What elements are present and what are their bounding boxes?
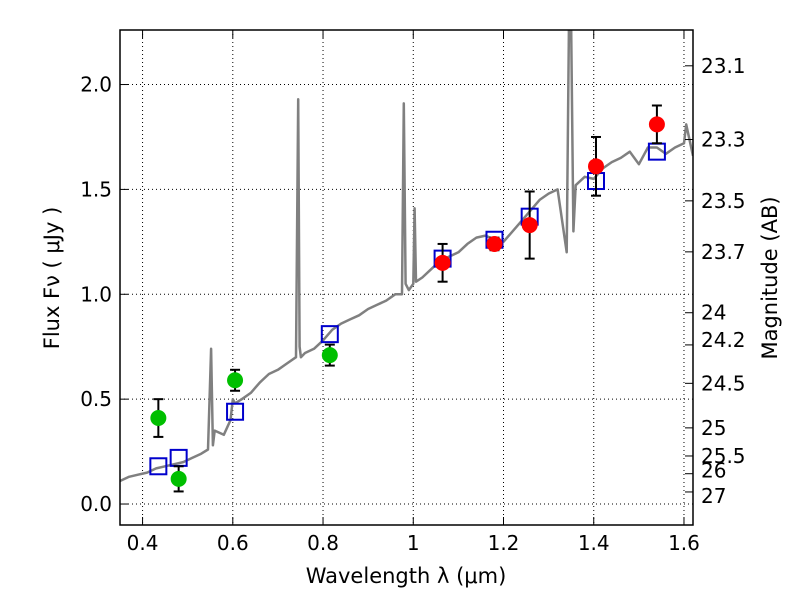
green-detection-point — [150, 410, 167, 427]
x-tick-label: 0.4 — [127, 531, 159, 555]
red-detection-point — [648, 116, 665, 133]
green-detection-point — [321, 347, 338, 364]
y-tick-label: 1.0 — [80, 282, 112, 306]
x-tick-label: 0.8 — [307, 531, 339, 555]
plot-layer — [120, 30, 693, 493]
spectrum-line — [120, 30, 693, 483]
y-tick-label: 0.5 — [80, 387, 112, 411]
magnitude-tick-label: 23.7 — [701, 240, 746, 264]
red-detection-point — [486, 235, 503, 252]
red-detection-point — [521, 217, 538, 234]
plot-frame — [119, 29, 694, 526]
magnitude-tick-label: 25.5 — [701, 444, 746, 468]
x-tick-label: 1.2 — [488, 531, 520, 555]
magnitude-tick-label: 23.1 — [701, 54, 746, 78]
magnitude-tick-label: 23.5 — [701, 189, 746, 213]
grid-layer — [120, 30, 693, 525]
red-detection-point — [587, 158, 604, 175]
y-tick-label: 0.0 — [80, 492, 112, 516]
model-photometry-square — [226, 402, 245, 421]
green-detection-point — [227, 372, 244, 389]
magnitude-tick-label: 23.3 — [701, 128, 746, 152]
y-tick-label: 1.5 — [80, 177, 112, 201]
model-photometry-square — [320, 325, 339, 344]
x-tick-label: 1.4 — [578, 531, 610, 555]
magnitude-tick-label: 26 — [701, 459, 726, 483]
green-detection-point — [170, 470, 187, 487]
magnitude-tick-label: 27 — [701, 484, 726, 508]
magnitude-tick-label: 24.2 — [701, 328, 746, 352]
red-detection-point — [434, 254, 451, 271]
magnitude-tick-label: 24.5 — [701, 371, 746, 395]
magnitude-tick-label: 24 — [701, 301, 726, 325]
magnitude-tick-label: 25 — [701, 416, 726, 440]
x-tick-label: 1 — [407, 531, 420, 555]
y-tick-label: 2.0 — [80, 73, 112, 97]
y-axis-label: Flux Fν ( μJy ) — [40, 207, 64, 350]
magnitude-axis-label: Magnitude (AB) — [758, 196, 782, 359]
x-tick-label: 1.6 — [668, 531, 700, 555]
axes-layer: 0.4 0.6 0.8 1 1.2 1.4 1.6 0.0 0.5 1.0 1.5 2.0 23.1 23… — [80, 29, 746, 555]
x-tick-label: 0.6 — [217, 531, 249, 555]
model-photometry-square — [149, 457, 168, 476]
x-axis-label: Wavelength λ (μm) — [306, 564, 507, 588]
